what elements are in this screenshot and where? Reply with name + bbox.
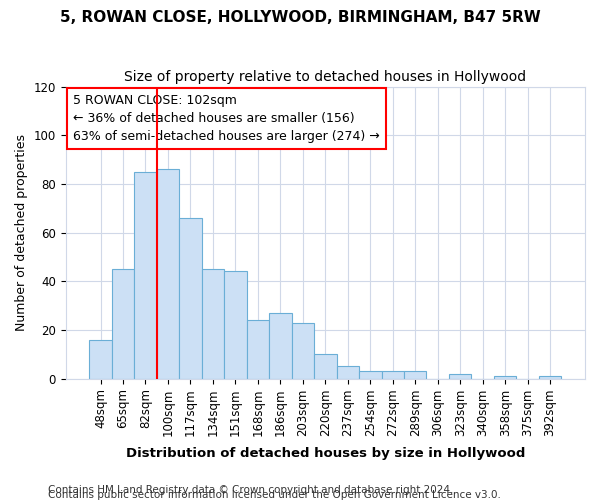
Bar (247, 320, 269, 378)
Bar (89, 340, 112, 378)
Bar (112, 269, 134, 378)
Bar (382, 371, 404, 378)
Bar (134, 172, 157, 378)
Bar (314, 354, 337, 378)
Bar (292, 322, 314, 378)
X-axis label: Distribution of detached houses by size in Hollywood: Distribution of detached houses by size … (125, 447, 525, 460)
Text: Contains public sector information licensed under the Open Government Licence v3: Contains public sector information licen… (48, 490, 501, 500)
Bar (269, 313, 292, 378)
Text: 5, ROWAN CLOSE, HOLLYWOOD, BIRMINGHAM, B47 5RW: 5, ROWAN CLOSE, HOLLYWOOD, BIRMINGHAM, B… (59, 10, 541, 25)
Bar (404, 371, 427, 378)
Y-axis label: Number of detached properties: Number of detached properties (15, 134, 28, 331)
Bar (179, 218, 202, 378)
Bar (202, 269, 224, 378)
Bar (224, 272, 247, 378)
Text: Contains HM Land Registry data © Crown copyright and database right 2024.: Contains HM Land Registry data © Crown c… (48, 485, 454, 495)
Bar (449, 374, 472, 378)
Text: 5 ROWAN CLOSE: 102sqm
← 36% of detached houses are smaller (156)
63% of semi-det: 5 ROWAN CLOSE: 102sqm ← 36% of detached … (73, 94, 380, 143)
Bar (359, 371, 382, 378)
Title: Size of property relative to detached houses in Hollywood: Size of property relative to detached ho… (124, 70, 526, 84)
Bar (539, 376, 562, 378)
Bar (494, 376, 517, 378)
Bar (157, 170, 179, 378)
Bar (337, 366, 359, 378)
